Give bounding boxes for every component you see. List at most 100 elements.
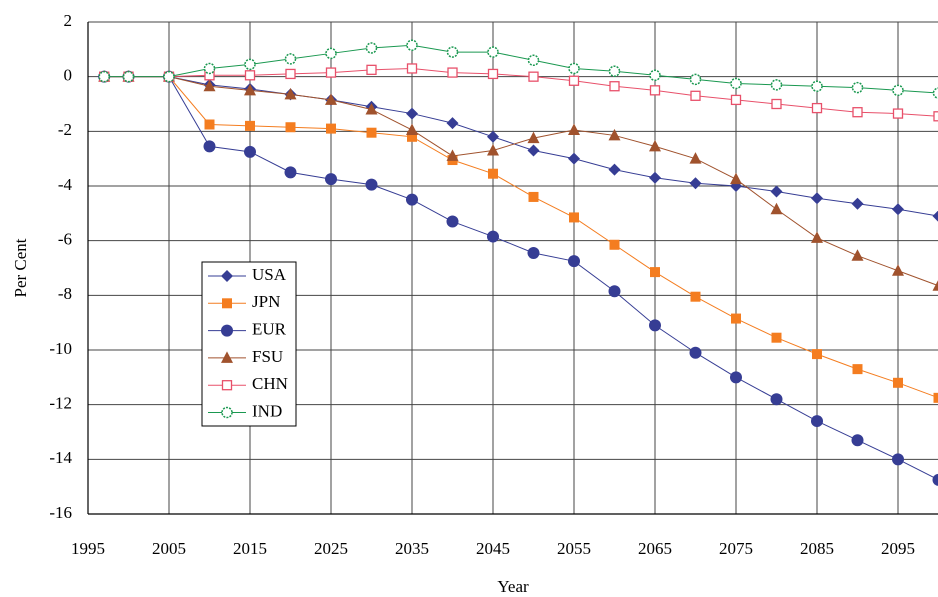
marker xyxy=(221,380,233,391)
legend: USA JPN EUR FSU CHN IND xyxy=(201,261,297,427)
marker xyxy=(203,79,216,92)
marker xyxy=(447,67,458,78)
y-tick-label: 0 xyxy=(64,66,73,85)
marker xyxy=(851,249,864,261)
series-line xyxy=(104,76,938,399)
marker xyxy=(608,128,621,141)
marker xyxy=(488,168,498,179)
marker xyxy=(609,81,620,92)
y-tick-label: -12 xyxy=(49,394,72,413)
marker xyxy=(932,87,938,99)
marker xyxy=(98,70,110,83)
marker xyxy=(568,152,580,165)
marker xyxy=(851,197,864,210)
series-line xyxy=(104,67,938,117)
marker xyxy=(122,70,135,83)
marker xyxy=(811,192,823,205)
marker xyxy=(568,62,580,75)
marker xyxy=(851,81,864,94)
y-tick-label: -14 xyxy=(49,448,72,467)
marker xyxy=(609,239,620,250)
marker xyxy=(892,203,904,216)
marker xyxy=(406,107,418,120)
y-tick-label: -8 xyxy=(58,284,72,303)
marker xyxy=(446,46,459,58)
marker xyxy=(690,90,701,101)
series-line xyxy=(104,76,938,217)
marker xyxy=(527,144,540,157)
marker xyxy=(771,332,782,343)
marker xyxy=(446,149,459,161)
series-line xyxy=(104,44,938,94)
marker xyxy=(649,319,661,332)
marker xyxy=(528,71,539,82)
marker xyxy=(852,364,863,375)
marker xyxy=(284,53,297,65)
legend-label: CHN xyxy=(252,374,288,393)
marker xyxy=(770,185,783,198)
marker xyxy=(649,85,661,96)
marker xyxy=(221,351,233,363)
marker xyxy=(204,119,215,130)
marker xyxy=(366,64,377,75)
marker xyxy=(487,230,499,243)
y-tick-label: -16 xyxy=(49,503,72,522)
marker xyxy=(852,107,863,118)
legend-label: JPN xyxy=(252,292,280,311)
marker xyxy=(770,393,783,406)
marker xyxy=(892,84,904,97)
y-tick-label: 2 xyxy=(64,11,73,30)
x-axis-label: Year xyxy=(497,577,529,596)
marker xyxy=(690,291,701,302)
marker xyxy=(731,313,741,324)
marker xyxy=(932,280,938,291)
marker xyxy=(446,117,459,130)
x-tick-label: 1995 xyxy=(71,539,105,558)
marker xyxy=(932,473,938,486)
marker xyxy=(203,62,216,75)
marker xyxy=(933,111,938,122)
marker xyxy=(730,77,742,90)
marker xyxy=(568,75,580,86)
marker xyxy=(568,123,580,135)
marker xyxy=(851,434,864,447)
marker xyxy=(689,73,702,86)
marker xyxy=(811,102,823,114)
x-tick-label: 2075 xyxy=(719,539,753,558)
marker xyxy=(730,94,742,106)
series-line xyxy=(104,76,938,287)
marker xyxy=(365,42,378,54)
marker xyxy=(650,267,660,278)
x-tick-label: 2015 xyxy=(233,539,267,558)
marker xyxy=(649,139,661,152)
marker xyxy=(163,70,175,83)
marker xyxy=(285,122,296,133)
marker xyxy=(771,98,782,110)
marker xyxy=(365,102,378,115)
marker xyxy=(487,68,499,80)
marker xyxy=(608,163,621,176)
marker xyxy=(406,123,418,135)
marker xyxy=(244,83,256,96)
x-tick-label: 2065 xyxy=(638,539,672,558)
marker xyxy=(811,415,823,428)
legend-label: IND xyxy=(252,401,282,420)
marker xyxy=(221,270,233,282)
marker xyxy=(406,193,418,206)
marker xyxy=(649,69,661,82)
marker xyxy=(811,80,823,92)
marker xyxy=(730,172,742,185)
y-axis-label: Per Cent xyxy=(11,238,30,297)
series-line xyxy=(104,76,938,481)
marker xyxy=(811,231,823,243)
x-tick-label: 2025 xyxy=(314,539,348,558)
marker xyxy=(285,68,296,80)
marker xyxy=(649,171,661,184)
marker xyxy=(689,177,702,190)
x-tick-label: 2045 xyxy=(476,539,510,558)
marker xyxy=(365,178,378,191)
marker xyxy=(689,346,702,359)
legend-label: USA xyxy=(252,265,287,284)
marker xyxy=(244,70,256,81)
